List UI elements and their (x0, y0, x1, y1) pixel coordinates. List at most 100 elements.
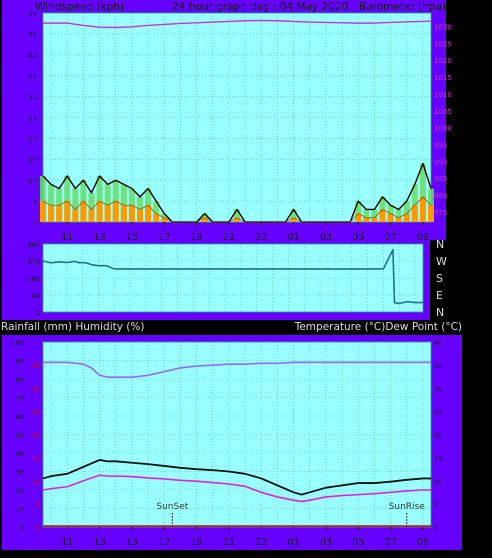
y-tick-label-humidity: 60 (16, 413, 24, 421)
x-tick-label: 01 (288, 537, 300, 548)
wind-speed-bar (379, 209, 386, 222)
x-tick-label: 07 (385, 232, 397, 243)
compass-label-w: W (436, 255, 447, 268)
wind-speed-bar (355, 213, 362, 222)
y-tick-label-windspeed: 15 (28, 156, 37, 164)
wind-gust-bar (120, 184, 127, 222)
wind-gust-bar (48, 184, 55, 222)
compass-label-s: S (436, 272, 443, 285)
y-tick-label-windspeed: 40 (28, 52, 37, 60)
temperature-dewpoint-axis-title: Temperature (°C)Dew Point (°C) (294, 321, 462, 333)
y-tick-label-humidity: 50 (16, 432, 24, 440)
wind-gust-bar (96, 176, 103, 222)
wind-gust-bar (290, 209, 297, 222)
y-tick-label-direction: 270 (28, 258, 40, 266)
wind-gust-bar (153, 201, 160, 222)
x-tick-label: 13 (94, 232, 106, 243)
x-tick-label: 21 (223, 232, 235, 243)
y-tick-label-barometer: 1025 (434, 40, 452, 48)
y-tick-label-rainfall: 5 (36, 501, 40, 509)
y-tick-label-humidity: 0 (20, 524, 24, 532)
compass-label-n-top: N (436, 238, 444, 251)
dewpoint-line (42, 474, 431, 503)
y-tick-label-humidity: 80 (16, 376, 24, 384)
barometer-line (43, 19, 432, 29)
y-tick-label-temperature: 10 (434, 478, 442, 486)
y-tick-label-barometer: 985 (434, 175, 447, 183)
y-tick-label-barometer: 1015 (434, 74, 452, 82)
wind-speed-bar (104, 205, 111, 222)
wind-speed-bar (145, 205, 152, 222)
sunset-label: SunSet (156, 502, 188, 512)
wind-speed-bar (40, 201, 46, 222)
y-tick-label-temperature: 40 (434, 339, 442, 347)
temperature-line (42, 459, 431, 496)
y-tick-label-direction: 90 (32, 292, 40, 300)
rain-humidity-axis-title: Rainfall (mm) Humidity (%) (1, 321, 144, 333)
y-tick-label-windspeed: 0 (33, 219, 37, 227)
wind-speed-bar (290, 217, 297, 222)
y-tick-label-barometer: 1030 (434, 23, 452, 31)
wind-speed-bar (153, 213, 160, 222)
plot-border (42, 341, 432, 528)
wind-gust-line (42, 162, 432, 223)
wind-speed-bar (371, 217, 378, 222)
y-tick-label-barometer: 1010 (434, 91, 452, 99)
wind-gust-bar (363, 209, 370, 222)
y-tick-label-direction: 0 (36, 309, 40, 317)
wind-direction-line (42, 248, 423, 305)
y-tick-label-humidity: 100 (12, 339, 24, 347)
wind-gust-bar (88, 192, 95, 222)
wind-gust-bar (371, 209, 378, 222)
x-tick-label: 01 (288, 232, 300, 243)
y-tick-label-rainfall: 25 (32, 408, 40, 416)
y-tick-label-rainfall: 20 (32, 432, 40, 440)
plot-area (43, 342, 431, 527)
x-tick-label: 03 (320, 537, 332, 548)
wind-speed-bar (387, 213, 394, 222)
wind-speed-bar (428, 205, 434, 222)
y-tick-label-barometer: 975 (434, 209, 447, 217)
x-tick-label: 15 (126, 232, 138, 243)
wind-speed-bar (56, 205, 63, 222)
y-tick-label-direction: 180 (28, 275, 40, 283)
x-tick-label: 19 (191, 232, 203, 243)
x-tick-label: 03 (320, 232, 332, 243)
y-tick-label-humidity: 30 (16, 469, 24, 477)
y-tick-label-windspeed: 10 (28, 177, 37, 185)
wind-gust-bar (40, 176, 46, 222)
y-tick-label-rainfall: 10 (32, 478, 40, 486)
wind-gust-bar (411, 184, 418, 222)
wind-direction-chart: 0 90 180 270 360 (28, 241, 424, 317)
y-tick-label-barometer: 990 (434, 158, 447, 166)
y-tick-label-humidity: 40 (16, 450, 24, 458)
y-tick-label-rainfall: 30 (32, 385, 40, 393)
y-tick-label-windspeed: 20 (28, 135, 37, 143)
x-tick-label: 21 (223, 537, 235, 548)
temperature-humidity-chart: 0102030405060708090100051015202530350510… (12, 339, 443, 548)
y-tick-label-temperature: 0 (434, 524, 438, 532)
wind-gust-bar (72, 188, 79, 222)
y-tick-label-windspeed: 25 (28, 115, 37, 123)
y-tick-label-windspeed: 45 (28, 31, 37, 39)
y-tick-label-rainfall: 35 (32, 362, 40, 370)
y-tick-label-barometer: 1020 (434, 57, 452, 65)
humidity-line (43, 361, 431, 378)
wind-gust-bar (64, 176, 71, 222)
y-tick-label-windspeed: 50 (28, 10, 37, 18)
wind-speed-bar (80, 201, 87, 222)
y-tick-label-barometer: 1000 (434, 125, 452, 133)
x-tick-label: 11 (61, 232, 73, 243)
y-tick-label-barometer: 995 (434, 141, 447, 149)
wind-speed-bar (120, 205, 127, 222)
y-tick-label-barometer: 1005 (434, 108, 452, 116)
x-tick-label: 07 (385, 537, 397, 548)
barometer-axis-title: Barometer (hpa) (359, 1, 446, 13)
y-tick-label-temperature: 20 (434, 432, 442, 440)
wind-gust-bar (355, 201, 362, 222)
wind-gust-bar (104, 184, 111, 222)
wind-speed-bar (88, 209, 95, 222)
wind-speed-bar (96, 201, 103, 222)
wind-speed-bar (128, 205, 135, 222)
